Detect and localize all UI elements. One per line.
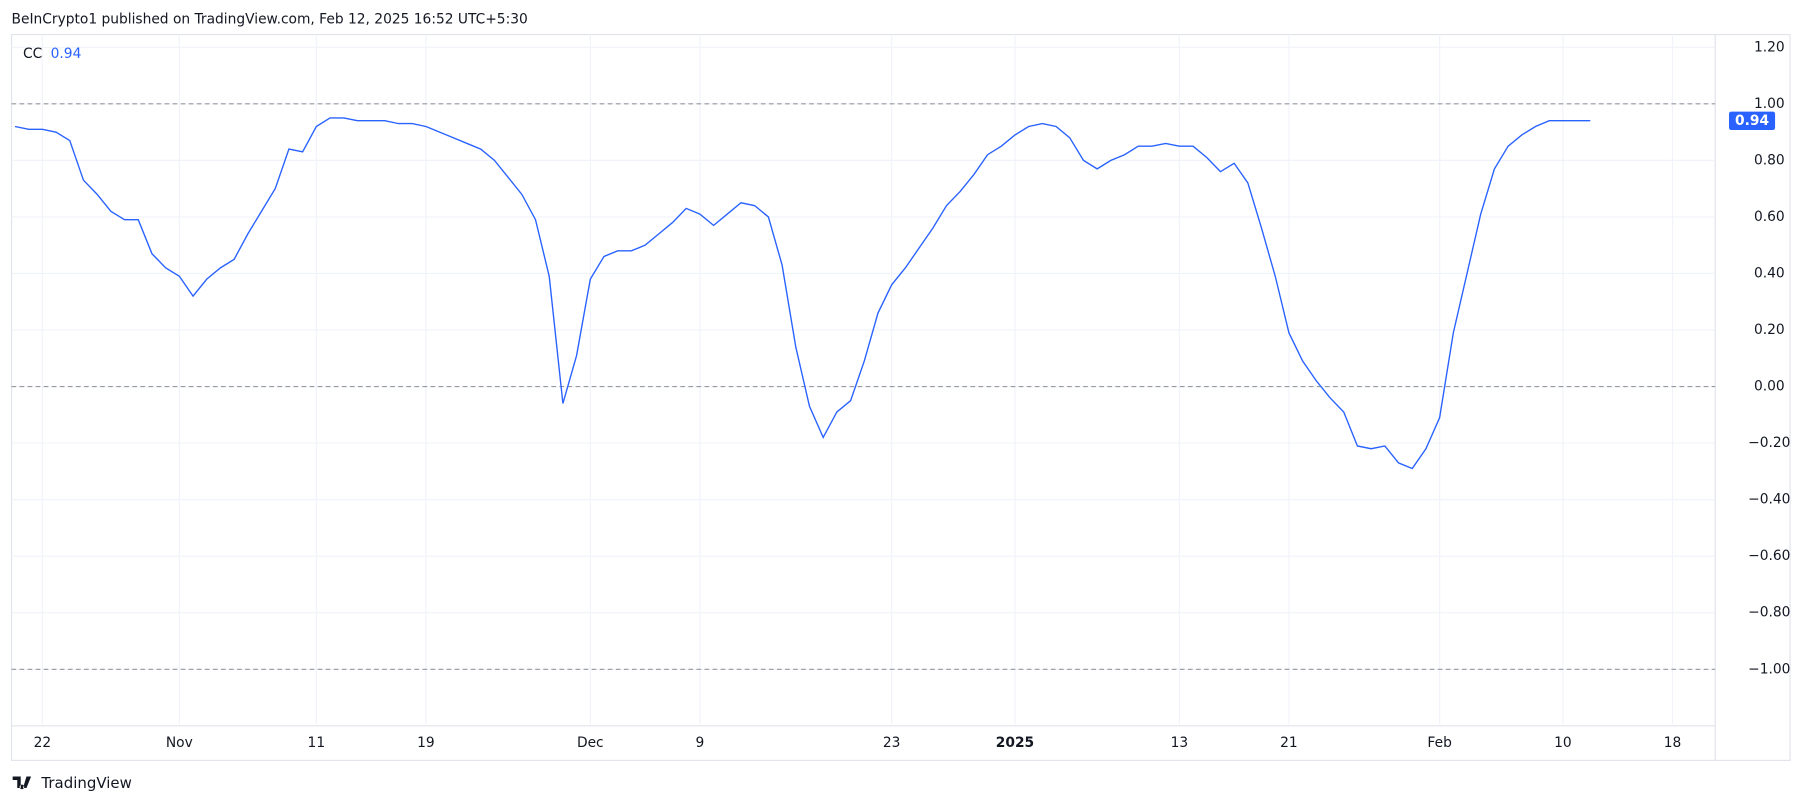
price-tag [1729,111,1776,131]
grid [11,34,1716,726]
x-tick-label: 10 [1554,735,1572,751]
frame [10,33,1791,761]
y-tick-label: 0.00 [1754,379,1785,395]
y-tick-label: −0.40 [1748,492,1790,508]
legend-value: 0.94 [51,46,82,62]
x-tick-label: Dec [577,735,604,751]
y-tick-label: 0.80 [1754,152,1785,168]
y-tick-label: −0.80 [1748,605,1790,621]
x-tick-label: 23 [883,735,901,751]
x-tick-label: Feb [1427,735,1451,751]
y-tick-label: 0.60 [1754,209,1785,225]
x-tick-label: 22 [34,735,52,751]
legend-name: CC [23,46,42,62]
y-tick-label: 1.20 [1754,39,1785,55]
x-tick-label: 19 [417,735,435,751]
y-tick-label: 0.20 [1754,322,1785,338]
x-tick-label: Nov [166,735,193,751]
y-tick-label: −1.00 [1748,661,1790,677]
plot [14,117,1591,470]
y-tick-label: 1.00 [1754,96,1785,112]
price-tag-label: 0.94 [1735,113,1769,129]
x-tick-label: 18 [1664,735,1682,751]
data-line [14,117,1591,470]
x-tick-label: 11 [308,735,326,751]
y-tick-label: −0.60 [1748,548,1790,564]
header: BeInCrypto1 published on TradingView.com… [12,12,528,28]
footer: TradingView [40,774,131,792]
x-tick-label: 2025 [996,735,1034,751]
logo [12,776,32,790]
x-tick-label: 21 [1280,735,1298,751]
x-tick-label: 13 [1171,735,1189,751]
y-tick-label: −0.20 [1748,435,1790,451]
y-tick-label: 0.40 [1754,265,1785,281]
x-tick-label: 9 [696,735,705,751]
